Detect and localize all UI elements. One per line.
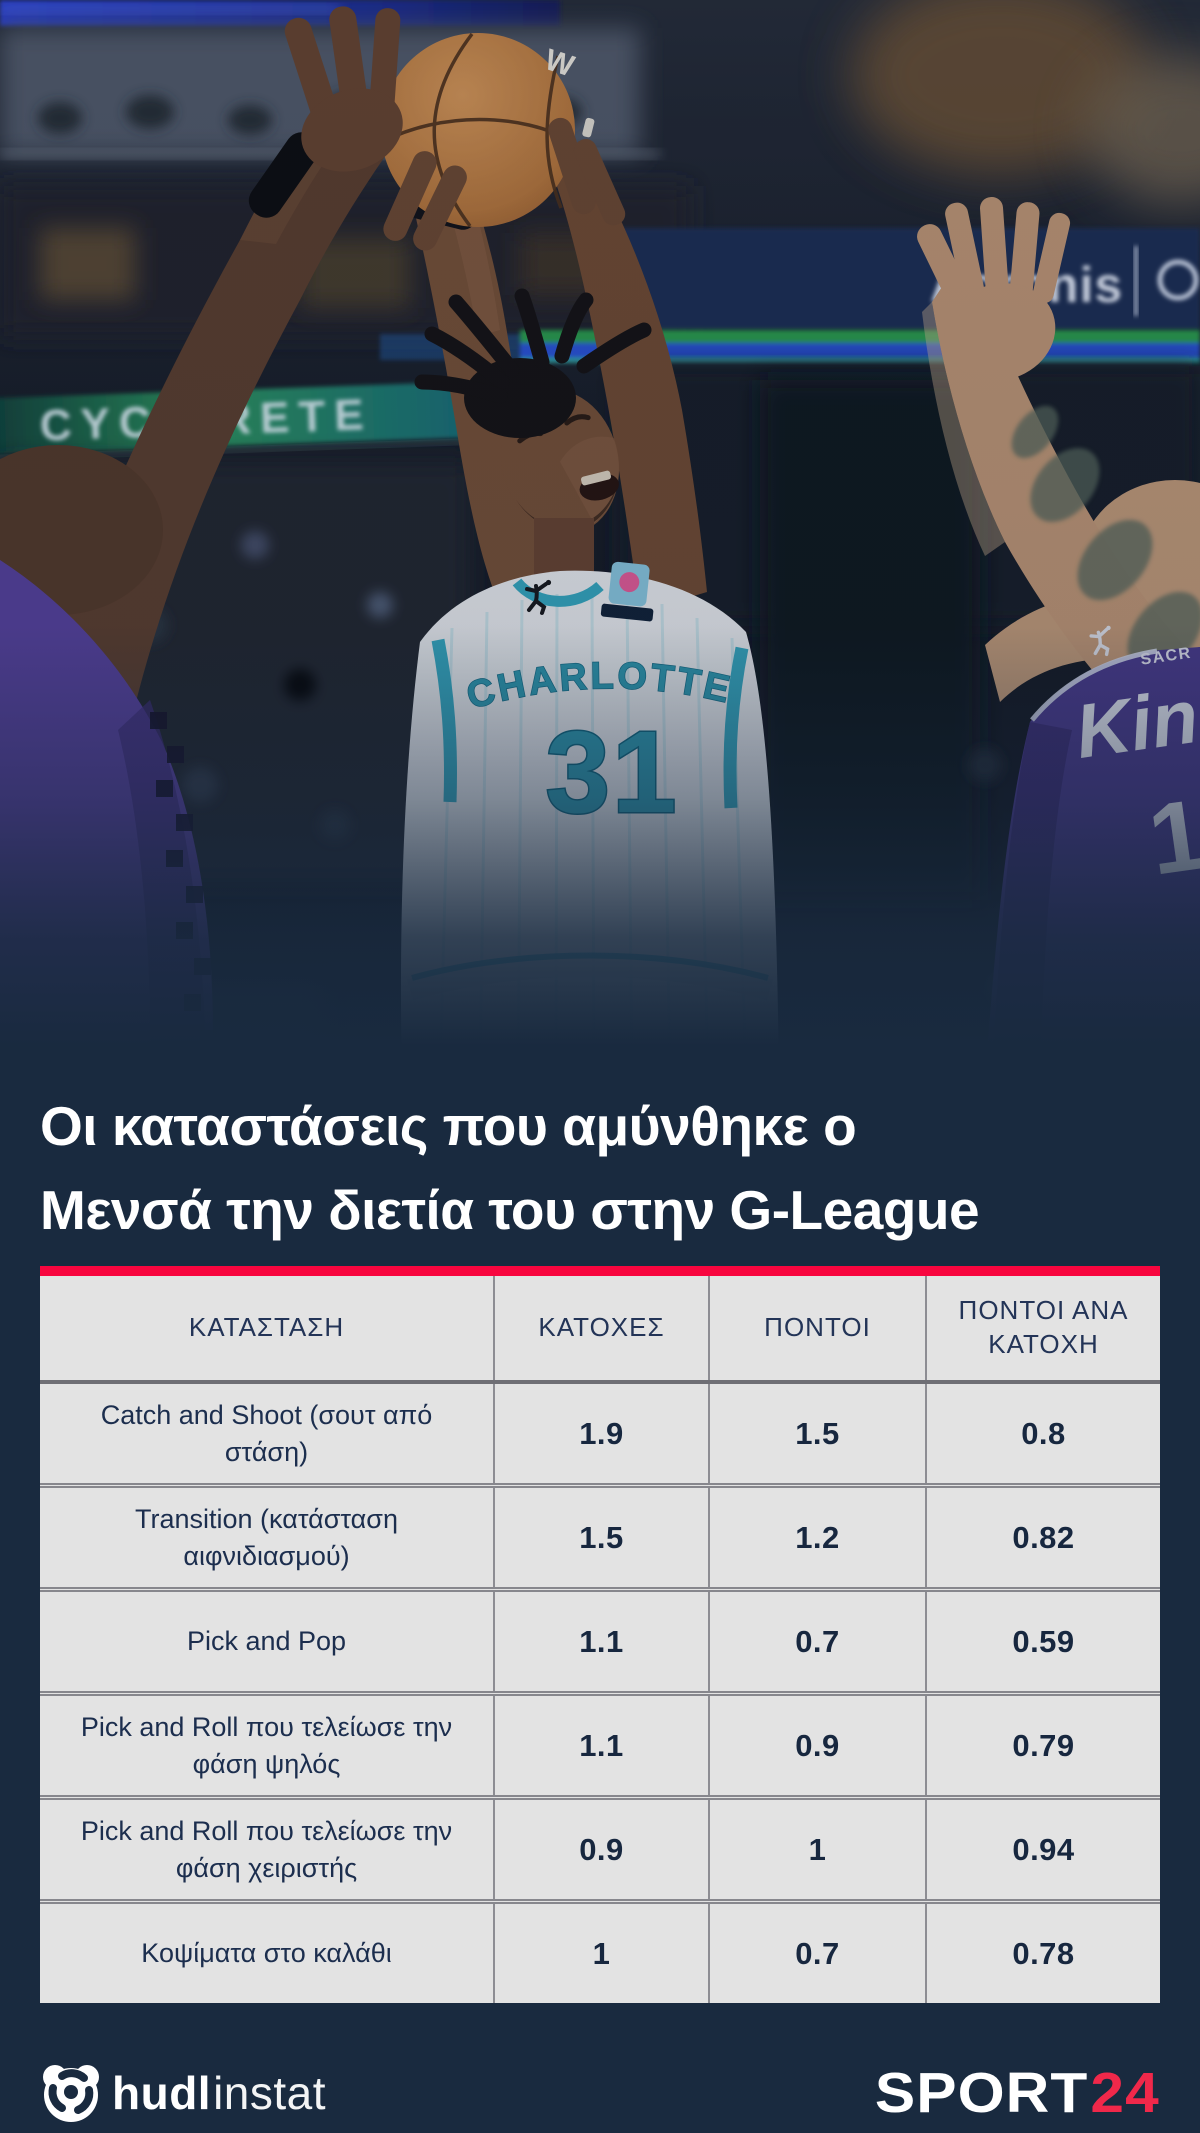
header-situation: ΚΑΤΑΣΤΑΣΗ <box>40 1276 494 1384</box>
kings-jersey-text: Kin <box>1070 674 1200 775</box>
table-row: Pick and Roll που τελείωσε την φάση χειρ… <box>40 1795 1160 1902</box>
row-possessions: 1.1 <box>493 1587 709 1694</box>
row-possessions: 1.5 <box>493 1483 709 1590</box>
acronis-led-board: Acronis <box>600 228 1200 330</box>
center-player-jersey: CHARLOTTE 31 <box>400 561 779 1078</box>
hudl-wordmark: hudlinstat <box>112 2066 326 2120</box>
sport24-logo: SPORT24 <box>875 2060 1160 2126</box>
row-ppp: 0.59 <box>925 1587 1160 1694</box>
row-ppp: 0.94 <box>925 1795 1160 1902</box>
row-possessions: 1.1 <box>493 1691 709 1798</box>
accent-bar <box>40 1266 1160 1276</box>
hero-photo-scene: Acronis CYC PRETE <box>0 0 1200 1078</box>
page-title-line1: Οι καταστάσεις που αμύνθηκε ο <box>40 1095 857 1157</box>
hudl-wordmark-bold: hudl <box>112 2067 212 2119</box>
row-points: 0.7 <box>708 1587 926 1694</box>
row-label: Pick and Roll που τελείωσε την φάση χειρ… <box>40 1795 494 1902</box>
table-row: Pick and Roll που τελείωσε την φάση ψηλό… <box>40 1691 1160 1798</box>
table-row: Pick and Pop 1.1 0.7 0.59 <box>40 1587 1160 1694</box>
table-row: Transition (κατάσταση αιφνιδιασμού) 1.5 … <box>40 1483 1160 1590</box>
row-label: Catch and Shoot (σουτ από στάση) <box>40 1380 494 1486</box>
row-ppp: 0.78 <box>925 1899 1160 2003</box>
row-possessions: 0.9 <box>493 1795 709 1902</box>
row-points: 0.7 <box>708 1899 926 2003</box>
hero-photo: Acronis CYC PRETE <box>0 0 1200 1078</box>
row-points: 1.5 <box>708 1380 926 1486</box>
header-points-per-possession: ΠΟΝΤΟΙ ΑΝΑ ΚΑΤΟΧΗ <box>925 1276 1160 1384</box>
jersey-number: 31 <box>545 707 678 837</box>
row-label: Κοψίματα στο καλάθι <box>40 1899 494 2003</box>
hudl-instat-logo: hudlinstat <box>40 2062 326 2124</box>
header-points: ΠΟΝΤΟΙ <box>708 1276 926 1384</box>
sport24-wordmark: SPORT <box>875 2061 1089 2125</box>
row-points: 1 <box>708 1795 926 1902</box>
table-header-row: ΚΑΤΑΣΤΑΣΗ ΚΑΤΟΧΕΣ ΠΟΝΤΟΙ ΠΟΝΤΟΙ ΑΝΑ ΚΑΤΟ… <box>40 1276 1160 1384</box>
table-row: Κοψίματα στο καλάθι 1 0.7 0.78 <box>40 1899 1160 2003</box>
header-possessions: ΚΑΤΟΧΕΣ <box>493 1276 709 1384</box>
row-possessions: 1 <box>493 1899 709 2003</box>
row-possessions: 1.9 <box>493 1380 709 1486</box>
page-title: Οι καταστάσεις που αμύνθηκε ο Μενσά την … <box>40 1084 1160 1252</box>
row-ppp: 0.82 <box>925 1483 1160 1590</box>
row-label: Pick and Pop <box>40 1587 494 1694</box>
row-points: 0.9 <box>708 1691 926 1798</box>
row-label: Transition (κατάσταση αιφνιδιασμού) <box>40 1483 494 1590</box>
stats-table: ΚΑΤΑΣΤΑΣΗ ΚΑΤΟΧΕΣ ΠΟΝΤΟΙ ΠΟΝΤΟΙ ΑΝΑ ΚΑΤΟ… <box>40 1276 1160 2003</box>
hudl-wordmark-light: instat <box>213 2067 327 2119</box>
hudl-icon <box>43 2065 99 2122</box>
row-ppp: 0.8 <box>925 1380 1160 1486</box>
sport24-number: 24 <box>1090 2061 1160 2125</box>
footer: hudlinstat SPORT24 <box>40 2059 1160 2127</box>
page-title-line2: Μενσά την διετία του στην G-League <box>40 1179 980 1241</box>
row-ppp: 0.79 <box>925 1691 1160 1798</box>
row-points: 1.2 <box>708 1483 926 1590</box>
table-row: Catch and Shoot (σουτ από στάση) 1.9 1.5… <box>40 1380 1160 1486</box>
row-label: Pick and Roll που τελείωσε την φάση ψηλό… <box>40 1691 494 1798</box>
